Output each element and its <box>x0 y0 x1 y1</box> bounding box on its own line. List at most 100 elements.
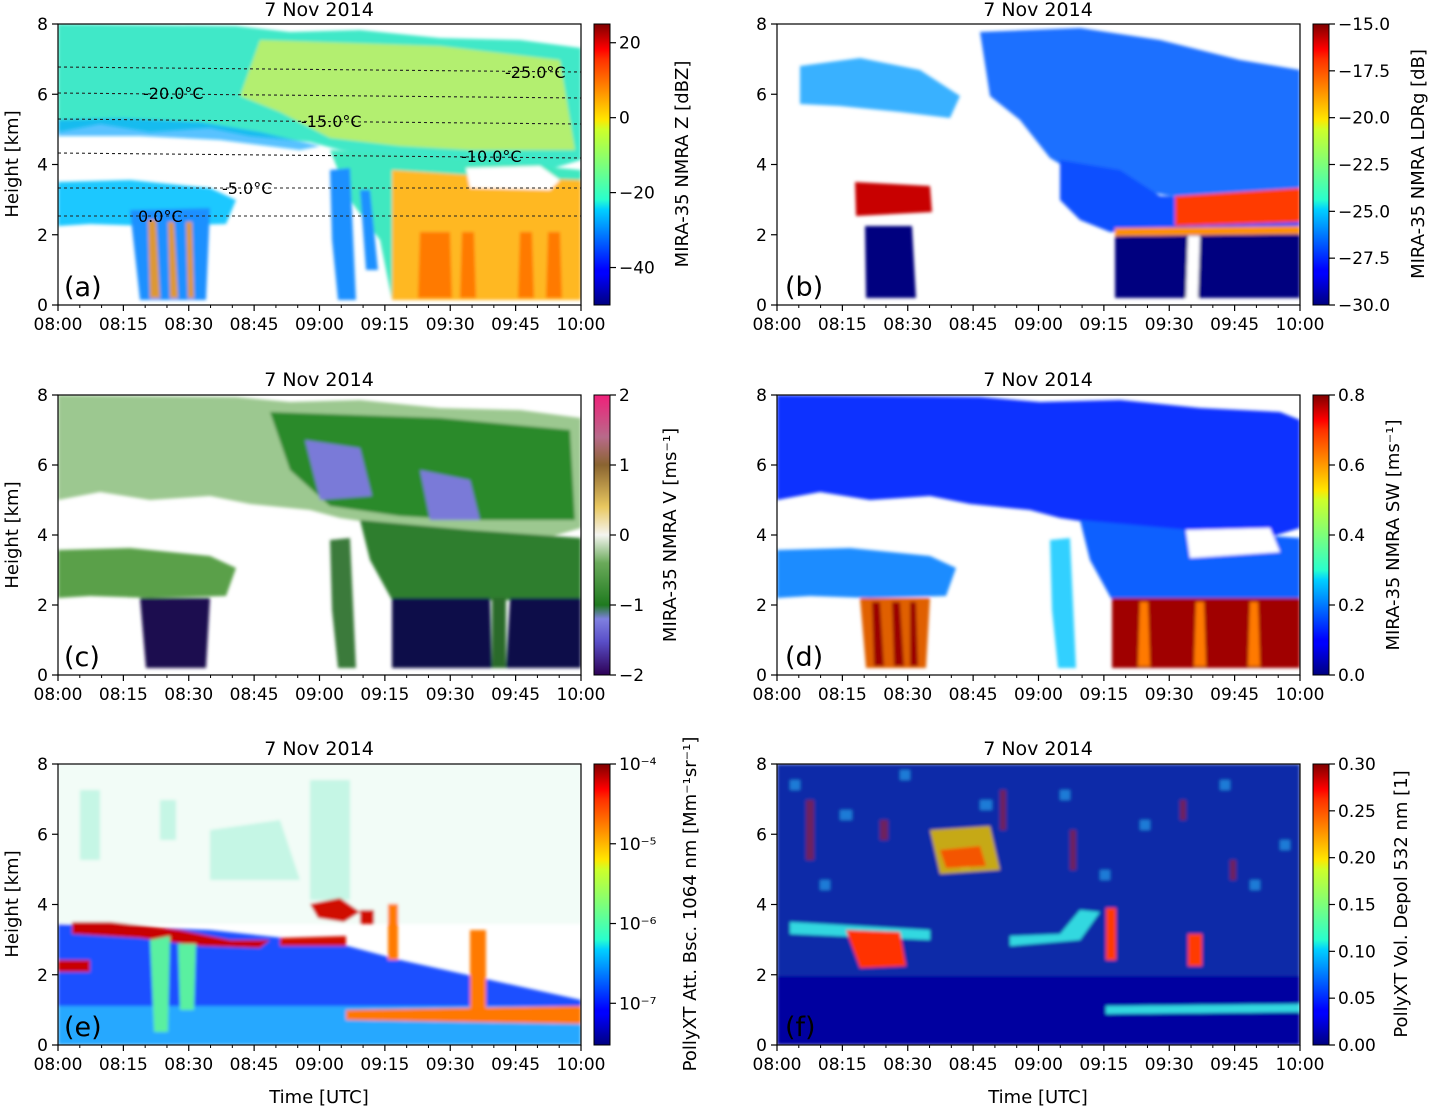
x-tick-label: 08:00 <box>753 1055 802 1075</box>
panel-d-region-right-streaks <box>1138 602 1260 666</box>
panel-e-colorbar: 10⁻⁴ 10⁻⁵ 10⁻⁶ 10⁻⁷ PollyXT Att. Bsc. 1064 … <box>593 737 701 1071</box>
panel-c-ylabel: Height [km] <box>2 481 23 588</box>
isotherm-label: -5.0°C <box>222 179 272 198</box>
colorbar-tick-label: 10⁻⁴ <box>619 755 657 775</box>
x-tick-label: 09:30 <box>1145 315 1194 335</box>
y-tick-label: 6 <box>756 85 767 105</box>
colorbar-tick-label: −20.0 <box>1338 109 1390 129</box>
colorbar-tick-label: 0.8 <box>1338 386 1365 406</box>
x-tick-label: 09:15 <box>1079 685 1128 705</box>
x-tick-label: 09:45 <box>491 685 540 705</box>
y-tick-label: 0 <box>756 296 767 316</box>
x-tick-label: 08:00 <box>753 685 802 705</box>
x-tick-label: 08:15 <box>99 315 148 335</box>
x-tick-label: 08:30 <box>164 1055 213 1075</box>
y-tick-label: 8 <box>756 755 767 775</box>
panel-b-title: 7 Nov 2014 <box>983 0 1093 21</box>
panel-a-region-upper-core <box>240 40 575 150</box>
panel-e-x-ticks: 08:00 08:15 08:30 08:45 09:00 09:15 09:30 09:45… <box>34 1045 606 1075</box>
panel-a-region-right-streaks <box>418 232 562 298</box>
panel-c-title: 7 Nov 2014 <box>264 369 374 391</box>
x-tick-label: 08:45 <box>949 1055 998 1075</box>
panel-e-xlabel: Time [UTC] <box>268 1087 369 1108</box>
panel-f-title: 7 Nov 2014 <box>983 738 1093 760</box>
panel-d-label: (d) <box>785 642 823 673</box>
isotherm-label: -25.0°C <box>505 63 566 82</box>
x-tick-label: 10:00 <box>557 315 606 335</box>
x-tick-label: 10:00 <box>557 685 606 705</box>
x-tick-label: 09:45 <box>491 1055 540 1075</box>
x-tick-label: 08:30 <box>164 685 213 705</box>
panel-c-region-updraft <box>305 440 480 520</box>
colorbar-tick-label: 0.15 <box>1338 896 1376 916</box>
colorbar-tick-label: 10⁻⁵ <box>619 835 656 855</box>
panel-b-label: (b) <box>785 272 823 303</box>
panel-b-x-ticks: 08:00 08:15 08:30 08:45 09:00 09:15 09:30 09:45… <box>753 305 1325 335</box>
y-tick-label: 8 <box>37 386 48 406</box>
isotherm-label: -15.0°C <box>301 112 362 131</box>
x-tick-label: 08:15 <box>99 1055 148 1075</box>
y-tick-label: 2 <box>37 596 48 616</box>
panel-a-x-ticks: 08:00 08:15 08:30 08:45 09:00 09:15 09:30 09:45… <box>34 305 606 335</box>
x-tick-label: 08:30 <box>883 315 932 335</box>
colorbar-tick-label: 0.05 <box>1338 989 1376 1009</box>
x-tick-label: 08:45 <box>949 685 998 705</box>
panel-a: -25.0°C -20.0°C -15.0°C -10.0°C -5.0°C 0… <box>2 0 693 335</box>
x-tick-label: 08:15 <box>818 685 867 705</box>
y-tick-label: 4 <box>756 156 767 176</box>
x-tick-label: 09:00 <box>1014 315 1063 335</box>
x-tick-label: 08:30 <box>883 685 932 705</box>
panel-e-region-liquid-layer-2 <box>280 898 374 946</box>
panel-e-region-column <box>388 904 486 1010</box>
y-tick-label: 4 <box>37 896 48 916</box>
colorbar-tick-label: 20 <box>619 34 641 54</box>
x-tick-label: 08:15 <box>818 315 867 335</box>
panel-c-colorbar-bar <box>593 394 611 676</box>
panel-b-colorbar: −15.0 −17.5 −20.0 −22.5 −25.0 −27.5 −30.0 MIRA… <box>1312 15 1429 316</box>
colorbar-tick-label: −22.5 <box>1338 156 1390 176</box>
x-tick-label: 09:45 <box>1210 1055 1259 1075</box>
panel-d-region-fall-streak <box>1050 538 1076 668</box>
colorbar-tick-label: 0.2 <box>1338 596 1365 616</box>
panel-f-y-ticks: 0 2 4 6 8 <box>756 755 777 1056</box>
panel-e-ylabel: Height [km] <box>2 850 23 957</box>
panel-c: (c) 7 Nov 2014 0 2 4 6 8 08:00 08:15 08:30 08:4… <box>2 369 681 705</box>
y-tick-label: 0 <box>37 666 48 686</box>
panel-a-region-gap <box>466 166 560 190</box>
panel-b-region-upper-cloud <box>980 28 1300 198</box>
x-tick-label: 09:00 <box>1014 1055 1063 1075</box>
y-tick-label: 2 <box>756 226 767 246</box>
panel-f-colorbar-label: PollyXT Vol. Depol 532 nm [1] <box>1391 770 1412 1037</box>
panel-f-field <box>777 764 1300 1045</box>
x-tick-label: 08:45 <box>230 1055 279 1075</box>
panel-e-y-ticks: 0 2 4 6 8 <box>37 755 58 1056</box>
panel-a-ylabel: Height [km] <box>2 110 23 217</box>
panel-c-region-right-precip <box>392 598 581 668</box>
panel-b-region-gap <box>1186 236 1200 298</box>
panel-a-field <box>58 24 581 300</box>
panel-b-region-right-rain <box>1115 234 1300 298</box>
colorbar-tick-label: −25.0 <box>1338 202 1390 222</box>
panel-f-region-column <box>1106 908 1202 966</box>
colorbar-tick-label: 0.20 <box>1338 849 1376 869</box>
x-tick-label: 09:00 <box>295 315 344 335</box>
panel-d-region-lower-cloud <box>777 548 956 598</box>
y-tick-label: 6 <box>37 85 48 105</box>
panel-f-region-ice-core <box>940 846 986 868</box>
panel-a-colorbar-label: MIRA-35 NMRA Z [dBZ] <box>672 61 693 268</box>
panel-b-region-left-rain <box>865 226 916 298</box>
panel-f-colorbar-ticks: 0.30 0.25 0.20 0.15 0.10 0.05 0.00 <box>1329 755 1376 1056</box>
y-tick-label: 0 <box>37 1036 48 1056</box>
colorbar-tick-label: 0.6 <box>1338 456 1365 476</box>
panel-c-colorbar: 2 1 0 −1 −2 MIRA-35 NMRA V [ms⁻¹] <box>593 386 681 686</box>
panel-b-colorbar-bar <box>1312 23 1330 306</box>
x-tick-label: 08:30 <box>883 1055 932 1075</box>
x-tick-label: 08:15 <box>99 685 148 705</box>
x-tick-label: 08:45 <box>949 315 998 335</box>
colorbar-tick-label: 0.30 <box>1338 755 1376 775</box>
panel-d-region-gap <box>1186 528 1280 558</box>
colorbar-tick-label: 10⁻⁶ <box>619 915 657 935</box>
x-tick-label: 08:45 <box>230 685 279 705</box>
panel-d-colorbar-label: MIRA-35 NMRA SW [ms⁻¹] <box>1383 419 1404 650</box>
x-tick-label: 09:30 <box>426 1055 475 1075</box>
